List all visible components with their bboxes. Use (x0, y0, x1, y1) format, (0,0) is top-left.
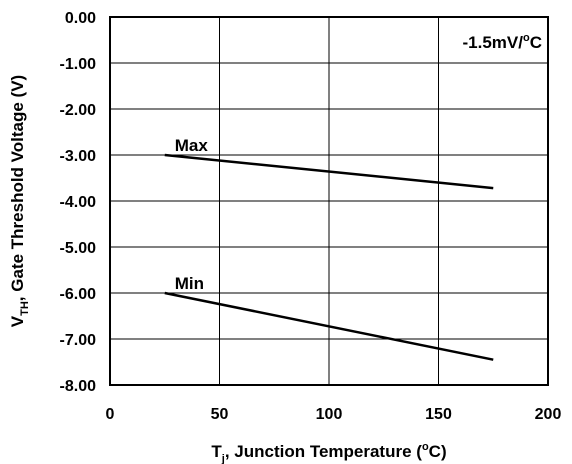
y-tick-label: -1.00 (60, 56, 97, 73)
series-label-min: Min (175, 274, 204, 293)
y-label-main: V (8, 315, 27, 327)
grid (110, 17, 548, 385)
y-tick-label: -3.00 (60, 148, 97, 165)
y-label-rest: , Gate Threshold Voltage (V) (8, 75, 27, 301)
y-tick-label: -8.00 (60, 378, 97, 395)
x-tick-label: 100 (316, 406, 343, 423)
x-tick-label: 150 (425, 406, 452, 423)
x-tick-label: 50 (211, 406, 229, 423)
series-label-max: Max (175, 136, 209, 155)
y-tick-label: -7.00 (60, 332, 97, 349)
plot-frame (109, 16, 549, 386)
y-tick-label: -2.00 (60, 102, 97, 119)
x-axis-ticks: 0 50 100 150 200 (106, 406, 562, 423)
series-group: Max Min (164, 136, 494, 361)
annotation-sup: o (523, 32, 530, 44)
x-axis-label: Tj, Junction Temperature (oC) (211, 441, 446, 464)
y-label-sub: TH (19, 301, 31, 316)
x-label-end: C) (429, 442, 447, 461)
x-label-rest: , Junction Temperature ( (225, 442, 422, 461)
x-tick-label: 200 (535, 406, 562, 423)
y-axis-ticks: 0.00 -1.00 -2.00 -3.00 -4.00 -5.00 -6.00 -7.00 -… (60, 10, 97, 395)
y-tick-label: -5.00 (60, 240, 97, 257)
slope-annotation: -1.5mV/oC (463, 32, 543, 52)
annotation-end: C (530, 33, 542, 52)
x-tick-label: 0 (106, 406, 115, 423)
series-line-min (164, 291, 494, 361)
series-line-max (164, 153, 494, 190)
x-label-sub: j (221, 453, 225, 464)
x-label-main: T (211, 442, 222, 461)
y-tick-label: 0.00 (65, 10, 96, 27)
y-axis-label: VTH, Gate Threshold Voltage (V) (8, 75, 31, 327)
annotation-main: -1.5mV/ (463, 33, 524, 52)
y-tick-label: -6.00 (60, 286, 97, 303)
y-tick-label: -4.00 (60, 194, 97, 211)
x-label-sup: o (422, 441, 429, 453)
